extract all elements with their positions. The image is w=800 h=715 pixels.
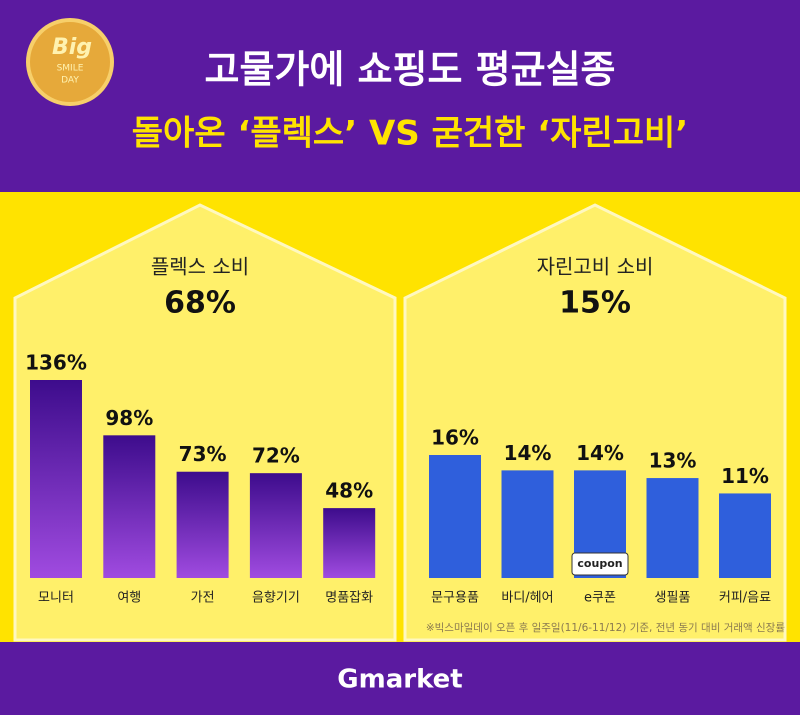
category-label: 모니터 — [38, 591, 74, 606]
headline-1: 고물가에 쇼핑도 평균실종 — [204, 48, 615, 92]
bar — [501, 470, 554, 578]
value-label: 16% — [431, 426, 479, 450]
bar — [103, 435, 156, 578]
value-label: 72% — [252, 444, 300, 468]
bar — [249, 473, 302, 578]
chart-title: 플렉스 소비 — [151, 255, 249, 279]
value-label: 73% — [179, 442, 227, 466]
chart-subtitle: 68% — [164, 286, 236, 321]
bar — [429, 455, 481, 578]
badge-day: DAY — [61, 76, 79, 86]
value-label: 98% — [105, 406, 153, 430]
coupon-icon-text: coupon — [577, 557, 622, 570]
badge-big: Big — [52, 35, 92, 60]
bar — [719, 493, 771, 578]
category-label: 생필품 — [655, 591, 691, 606]
footnote: ※빅스마일데이 오픈 후 일주일(11/6-11/12) 기준, 전년 동기 대… — [426, 621, 785, 634]
brand-logo: Gmarket — [337, 665, 462, 695]
category-label: 가전 — [191, 591, 215, 606]
chart-title: 자린고비 소비 — [537, 255, 654, 279]
category-label: 명품잡화 — [325, 591, 373, 606]
category-label: 문구용품 — [431, 591, 479, 606]
bar — [323, 508, 376, 578]
value-label: 48% — [325, 479, 373, 503]
category-label: 여행 — [117, 590, 141, 606]
bar — [176, 471, 229, 578]
value-label: 11% — [721, 464, 769, 488]
value-label: 14% — [576, 441, 624, 465]
coupon-icon — [571, 552, 629, 576]
value-label: 13% — [649, 449, 697, 473]
chart-subtitle: 15% — [559, 286, 631, 321]
category-label: 커피/음료 — [719, 591, 771, 606]
bar — [646, 478, 699, 578]
headline-2: 돌아온 ‘플렉스’ VS 굳건한 ‘자린고비’ — [132, 114, 688, 154]
badge — [26, 18, 114, 106]
value-label: 14% — [504, 441, 552, 465]
category-label: 음향기기 — [252, 591, 300, 606]
value-label: 136% — [25, 351, 87, 375]
bar — [30, 380, 82, 578]
category-label: e쿠폰 — [584, 591, 616, 606]
badge-smile: SMILE — [57, 64, 84, 74]
category-label: 바디/헤어 — [501, 591, 553, 606]
